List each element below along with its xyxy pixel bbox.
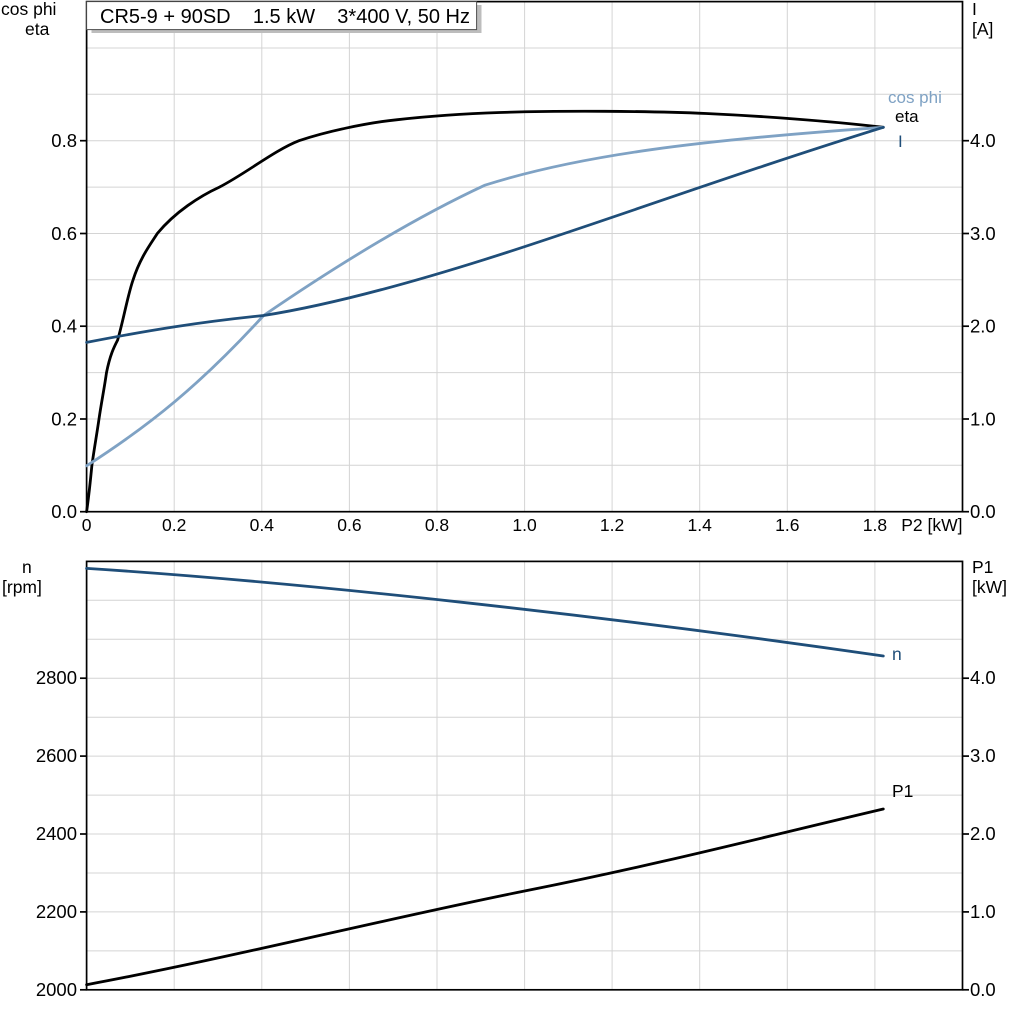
svg-text:2600: 2600 [36, 745, 77, 766]
svg-text:3.0: 3.0 [970, 745, 996, 766]
svg-text:4.0: 4.0 [970, 130, 996, 151]
svg-text:cos phi: cos phi [1, 0, 56, 19]
svg-text:I: I [898, 132, 903, 151]
svg-text:[A]: [A] [972, 19, 993, 39]
svg-text:3.0: 3.0 [970, 223, 996, 244]
svg-text:[kW]: [kW] [972, 577, 1007, 597]
svg-text:0.0: 0.0 [970, 501, 996, 522]
svg-text:2800: 2800 [36, 667, 77, 688]
svg-text:cos phi: cos phi [888, 88, 942, 107]
svg-text:0.6: 0.6 [337, 515, 361, 535]
svg-text:1.6: 1.6 [775, 515, 799, 535]
svg-text:0.8: 0.8 [51, 130, 77, 151]
svg-text:CR5-9 + 90SD 1.5 kW 3*40: CR5-9 + 90SD 1.5 kW 3*400 V, 50 Hz [100, 6, 470, 28]
svg-text:2000: 2000 [36, 979, 77, 1000]
svg-text:2400: 2400 [36, 823, 77, 844]
svg-text:0.2: 0.2 [51, 408, 77, 429]
svg-text:1.2: 1.2 [600, 515, 624, 535]
svg-text:n: n [22, 557, 32, 577]
svg-text:2.0: 2.0 [970, 316, 996, 337]
svg-text:[rpm]: [rpm] [2, 577, 42, 597]
svg-text:I: I [972, 0, 977, 19]
svg-text:1.0: 1.0 [970, 408, 996, 429]
svg-text:0.0: 0.0 [970, 979, 996, 1000]
svg-text:1.8: 1.8 [863, 515, 887, 535]
svg-text:0.6: 0.6 [51, 223, 77, 244]
svg-text:1.0: 1.0 [512, 515, 537, 535]
svg-text:n: n [892, 644, 902, 664]
svg-text:eta: eta [895, 107, 919, 126]
svg-text:1.0: 1.0 [970, 901, 996, 922]
svg-text:0.0: 0.0 [51, 501, 77, 522]
svg-text:0.8: 0.8 [425, 515, 449, 535]
svg-text:P2 [kW]: P2 [kW] [901, 515, 962, 535]
svg-text:1.4: 1.4 [688, 515, 713, 535]
svg-text:2.0: 2.0 [970, 823, 996, 844]
svg-text:4.0: 4.0 [970, 667, 996, 688]
svg-text:eta: eta [25, 19, 50, 39]
svg-text:P1: P1 [892, 781, 913, 801]
svg-text:P1: P1 [972, 557, 993, 577]
svg-text:0.4: 0.4 [51, 316, 77, 337]
svg-text:2200: 2200 [36, 901, 77, 922]
svg-text:0.4: 0.4 [250, 515, 275, 535]
svg-text:0: 0 [82, 515, 92, 535]
svg-text:0.2: 0.2 [162, 515, 186, 535]
